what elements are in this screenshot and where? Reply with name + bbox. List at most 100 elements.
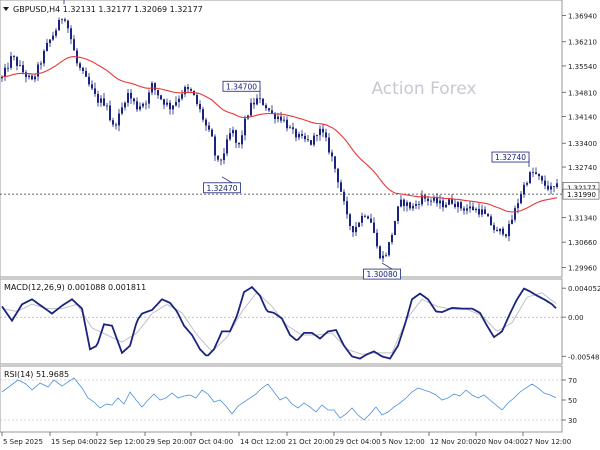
y-tick-label: 1.35540 <box>568 63 597 71</box>
y-tick-label: 1.34810 <box>568 89 597 97</box>
candle-body <box>55 30 57 36</box>
x-tick-label: 14 Oct 12:00 <box>240 438 286 446</box>
title-dropdown-icon[interactable] <box>3 7 9 11</box>
candle-body <box>94 88 96 94</box>
candle-body <box>136 101 138 110</box>
candle-body <box>331 152 333 157</box>
candle-body <box>211 129 213 137</box>
candle-body <box>454 203 456 208</box>
candle-body <box>499 228 501 232</box>
candle-body <box>106 105 108 107</box>
candle-body <box>28 75 30 78</box>
candle-body <box>124 102 126 108</box>
candle-body <box>514 208 516 220</box>
candle-body <box>202 109 204 120</box>
candle-body <box>358 222 360 227</box>
price-annotation: 1.32740 <box>491 151 530 168</box>
y-tick-label: 1.36940 <box>568 12 597 20</box>
candle-body <box>388 242 390 256</box>
candle-body <box>25 72 27 78</box>
x-tick-label: 21 Oct 20:00 <box>288 438 334 446</box>
candle-body <box>43 50 45 64</box>
candle-body <box>217 155 219 160</box>
candle-body <box>19 65 21 66</box>
candle-body <box>535 172 537 174</box>
candle-body <box>448 199 450 205</box>
candle-body <box>478 208 480 215</box>
candle-body <box>367 216 369 219</box>
candle-body <box>484 209 486 214</box>
candle-body <box>79 63 81 68</box>
candle-body <box>190 89 192 91</box>
candle-body <box>178 98 180 103</box>
y-tick-label: 1.30660 <box>568 239 597 247</box>
candle-body <box>556 183 558 188</box>
x-tick-label: 22 Sep 12:00 <box>98 438 145 446</box>
candle-body <box>346 201 348 215</box>
macd-tick-label: -0.00548 <box>568 353 599 361</box>
candle-body <box>91 84 93 89</box>
annotation-label: 1.34700 <box>226 82 257 91</box>
candle-body <box>517 203 519 209</box>
reference-price-label-box <box>562 188 600 200</box>
candle-body <box>37 64 39 77</box>
rsi-line <box>1 377 557 421</box>
candle-body <box>301 134 303 136</box>
candle-body <box>232 130 234 134</box>
x-tick-label: 29 Sep 20:00 <box>146 438 193 446</box>
candle-body <box>241 135 243 145</box>
candle-body <box>109 105 111 121</box>
price-chart-title: GBPUSD,H4 1.32131 1.32177 1.32069 1.3217… <box>13 5 203 14</box>
candle-body <box>436 198 438 204</box>
candle-body <box>235 130 237 143</box>
annotation-label: 1.32740 <box>495 153 526 162</box>
candle-body <box>496 229 498 232</box>
candle-body <box>253 102 255 105</box>
candle-body <box>472 206 474 211</box>
candle-body <box>481 209 483 215</box>
candle-body <box>196 95 198 104</box>
candle-body <box>382 255 384 259</box>
price-annotation: 1.30080 <box>363 262 401 280</box>
candle-body <box>220 159 222 161</box>
rsi-tick-label: 50 <box>568 397 577 405</box>
candle-body <box>133 98 135 102</box>
rsi-tick-label: 30 <box>568 417 577 425</box>
candle-body <box>142 103 144 107</box>
candle-body <box>175 102 177 106</box>
candle-body <box>163 99 165 105</box>
macd-tick-label: 0.004052 <box>568 285 600 293</box>
candle-body <box>502 228 504 235</box>
candle-body <box>361 215 363 223</box>
candle-body <box>445 204 447 208</box>
candle-body <box>364 215 366 217</box>
candle-body <box>250 102 252 116</box>
candle-body <box>343 191 345 202</box>
candle-body <box>58 20 60 31</box>
candle-body <box>262 98 264 106</box>
candle-body <box>289 127 291 129</box>
candle-body <box>7 67 9 69</box>
candle-body <box>406 202 408 206</box>
annotation-box <box>222 80 261 92</box>
candle-body <box>553 186 555 188</box>
candle-body <box>121 107 123 114</box>
candle-body <box>10 56 12 68</box>
candle-body <box>310 140 312 145</box>
candle-body <box>67 20 69 29</box>
candle-body <box>373 222 375 233</box>
x-tick-label: 5 Nov 12:00 <box>382 438 425 446</box>
candle-body <box>13 56 15 58</box>
reference-price-label: 1.31990 <box>567 191 596 199</box>
candle-body <box>271 110 273 114</box>
candle-body <box>337 168 339 183</box>
candle-body <box>97 93 99 103</box>
candle-body <box>355 226 357 233</box>
candle-body <box>280 116 282 121</box>
candle-body <box>307 139 309 141</box>
candle-body <box>427 198 429 201</box>
annotation-label: 1.32470 <box>206 184 237 193</box>
candle-body <box>199 103 201 110</box>
candle-body <box>148 92 150 104</box>
candle-body <box>160 95 162 100</box>
